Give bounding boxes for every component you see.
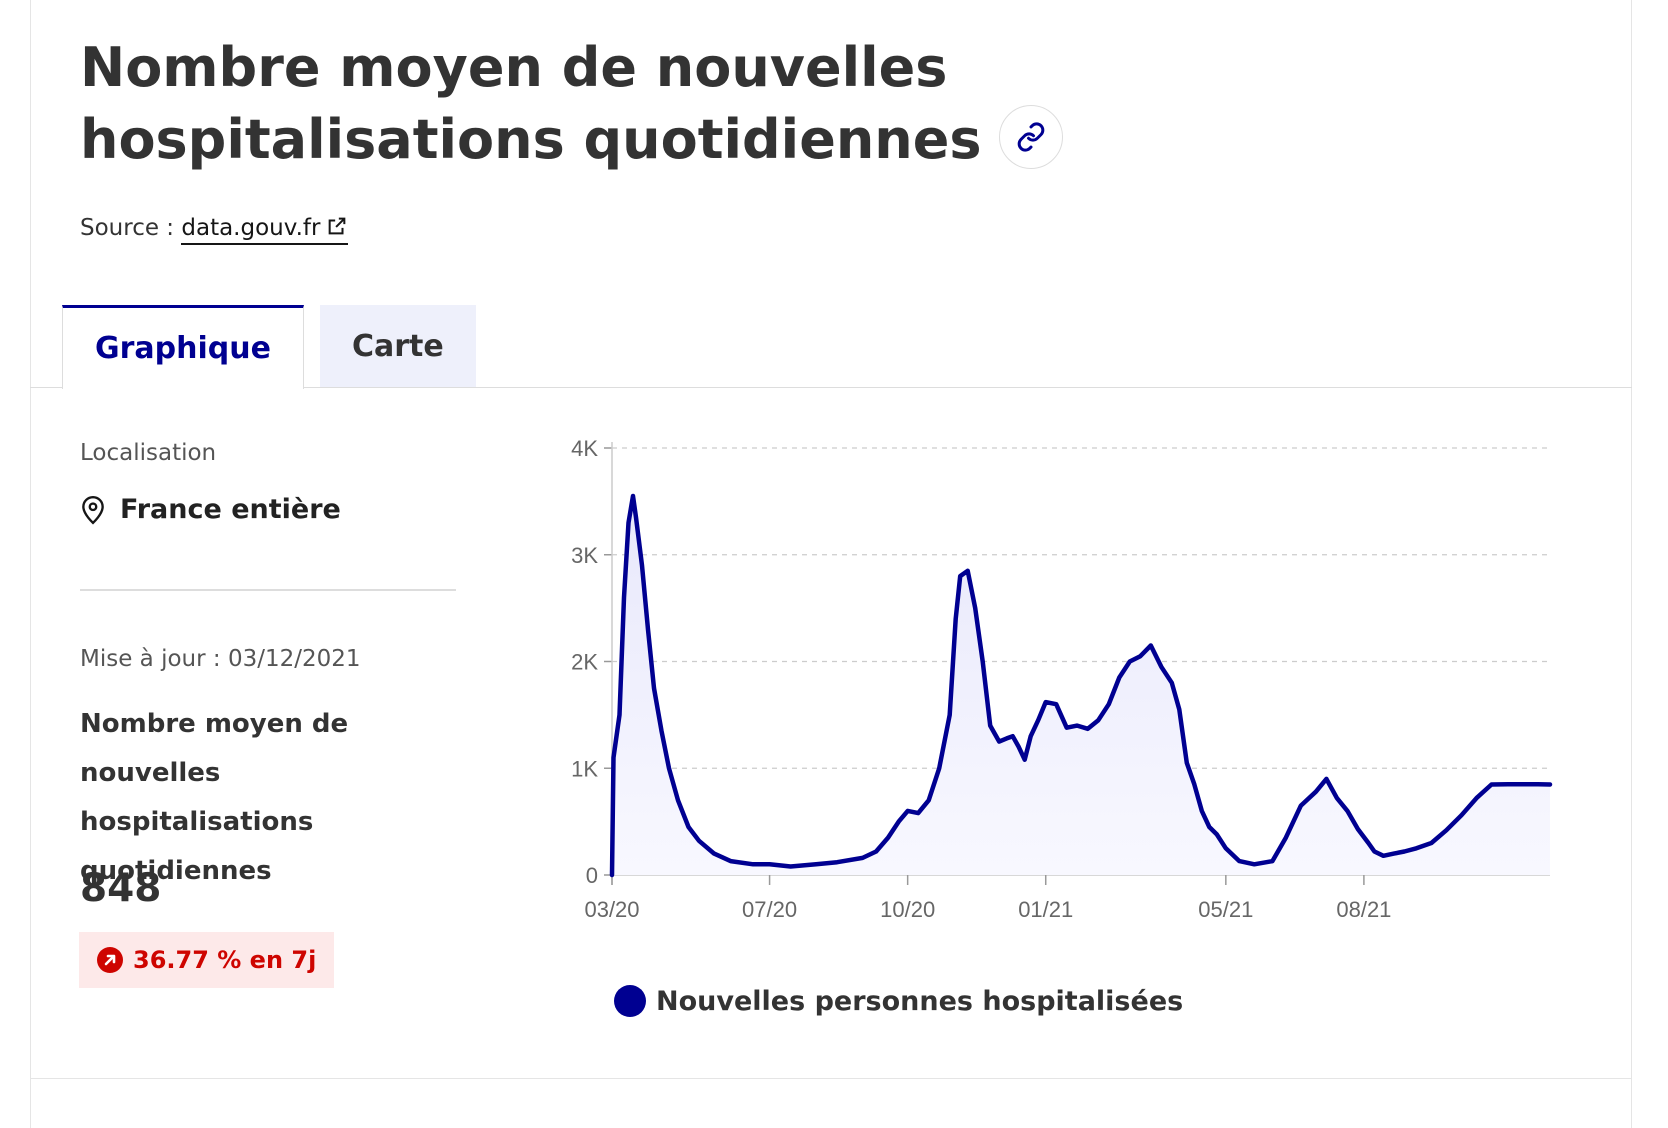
x-tick-label: 01/21 [1018,897,1073,922]
tab-carte[interactable]: Carte [319,305,476,388]
location-value-text: France entière [120,494,341,525]
section-divider [30,1078,1632,1079]
indicator-name: Nombre moyen de nouvelles hospitalisatio… [80,709,349,886]
tab-list: Graphique Carte [62,305,476,389]
page-title-text: Nombre moyen de nouvelles hospitalisatio… [80,36,982,171]
y-tick-label: 0 [586,863,598,888]
tab-graphique[interactable]: Graphique [62,305,304,389]
source-link-text[interactable]: data.gouv.fr [181,215,321,241]
legend-label: Nouvelles personnes hospitalisées [656,985,1184,1017]
indicator-card [30,0,1632,1128]
source-link[interactable]: data.gouv.fr [181,215,349,245]
chart-legend[interactable]: Nouvelles personnes hospitalisées [614,985,1183,1017]
arrow-up-right-icon [97,947,123,973]
sidebar-divider [80,589,456,591]
trend-text: 36.77 % en 7j [133,946,317,974]
x-tick-label: 03/20 [584,897,639,922]
external-link-icon [329,217,346,235]
series-line [609,493,1553,878]
location-label: Localisation [80,440,217,466]
legend-marker [614,985,646,1017]
source-line: Source : data.gouv.fr [80,215,349,245]
location-value: France entière [80,494,341,525]
hospitalisations-chart: 0 1K 2K 3K 4K 03/20 07/20 10/20 01/21 05/21 08/21 [571,436,1553,922]
copy-link-button[interactable] [999,105,1064,170]
link-icon [1018,122,1045,152]
page-title: Nombre moyen de nouvelles hospitalisatio… [80,32,1420,176]
series-area [612,496,1550,875]
x-tick-label: 07/20 [742,897,797,922]
x-tick-label: 05/21 [1198,897,1253,922]
x-tick-label: 08/21 [1336,897,1391,922]
x-tick-label: 10/20 [880,897,935,922]
y-tick-label: 2K [571,650,598,675]
trend-badge: 36.77 % en 7j [79,932,335,988]
update-date: Mise à jour : 03/12/2021 [80,646,361,672]
y-tick-label: 4K [571,436,598,461]
source-prefix: Source : [80,215,182,241]
map-pin-icon [82,495,104,524]
y-tick-label: 3K [571,543,598,568]
indicator-value: 848 [80,866,162,911]
y-tick-label: 1K [571,756,598,781]
tab-divider [30,387,1632,388]
